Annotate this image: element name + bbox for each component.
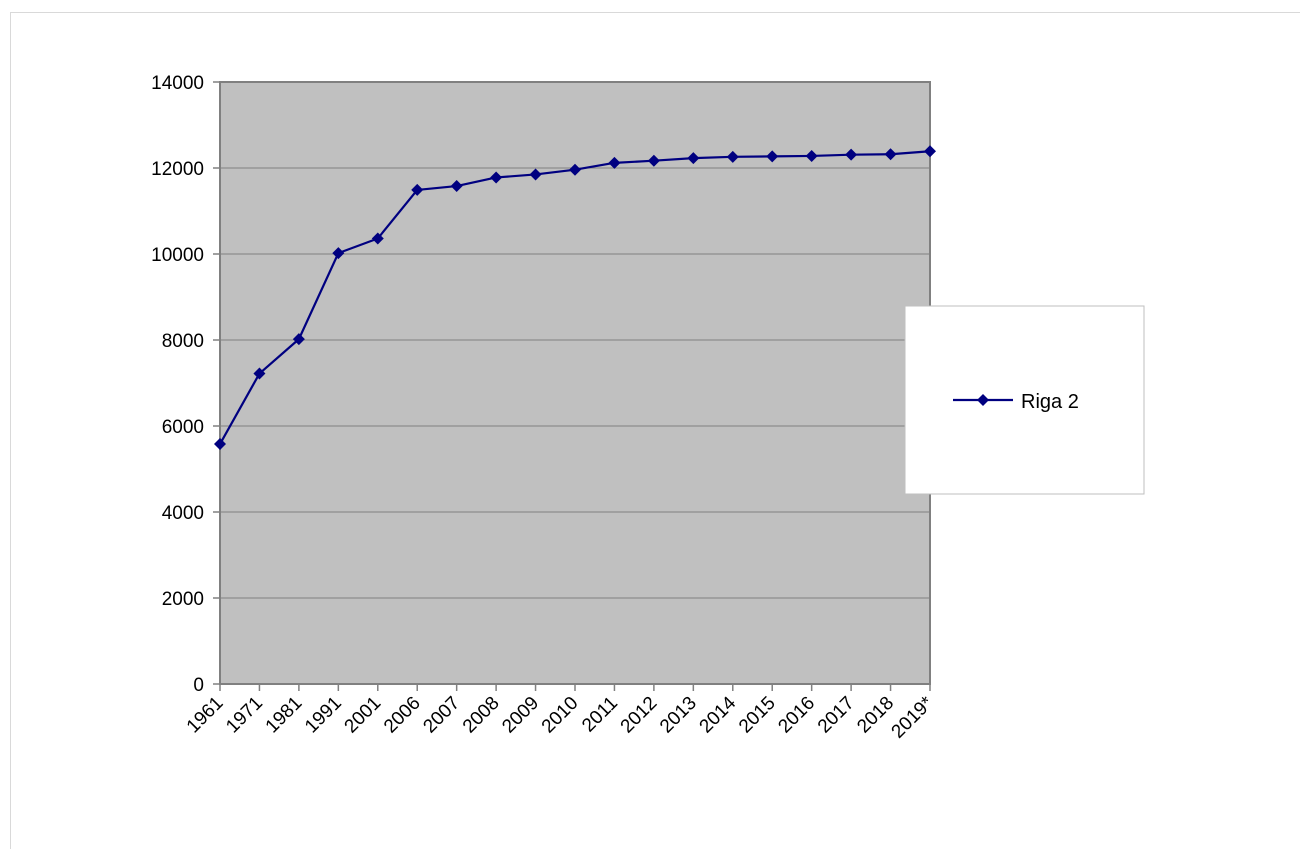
data-point-marker	[924, 145, 936, 158]
plot-area	[219, 81, 931, 685]
x-tick-label: 2011	[578, 693, 622, 737]
series-group	[214, 145, 936, 451]
data-point-marker	[766, 150, 779, 163]
legend: Riga 2	[904, 305, 1145, 495]
y-tick-label: 10000	[151, 245, 204, 266]
data-point-marker	[845, 148, 858, 161]
x-tick-label: 2019*	[888, 692, 938, 742]
y-tick-label: 6000	[162, 417, 204, 438]
y-tick-label: 2000	[162, 589, 204, 610]
data-point-marker	[253, 367, 266, 380]
data-point-marker	[647, 154, 660, 167]
data-point-marker	[214, 438, 226, 451]
y-tick-label: 0	[193, 675, 204, 696]
y-axis-ticks: 0 2000 4000 6000 8000 10000 12000 14000	[151, 73, 220, 696]
x-tick-label: 2010	[538, 693, 583, 738]
legend-box	[904, 305, 1145, 495]
data-point-marker	[529, 168, 542, 181]
x-tick-label: 2017	[814, 693, 859, 738]
data-point-marker	[884, 148, 897, 161]
chart-frame	[10, 12, 1300, 849]
x-tick-label: 1961	[183, 693, 228, 738]
y-tick-label: 8000	[162, 331, 204, 352]
data-point-marker	[687, 152, 700, 165]
x-tick-label: 2016	[774, 693, 819, 738]
data-point-marker	[292, 333, 305, 346]
x-tick-label: 2013	[656, 693, 701, 738]
x-tick-label: 2009	[498, 693, 543, 738]
x-tick-label: 1991	[301, 693, 346, 738]
x-tick-label: 1981	[262, 693, 307, 738]
x-tick-label: 2008	[459, 693, 504, 738]
data-point-marker	[411, 183, 424, 196]
data-point-marker	[371, 232, 384, 245]
data-point-marker	[450, 180, 463, 193]
y-tick-label: 4000	[162, 503, 204, 524]
data-point-marker	[805, 149, 818, 162]
x-tick-label: 1971	[222, 693, 267, 738]
x-tick-label: 2014	[696, 692, 741, 737]
x-tick-label: 2012	[617, 693, 662, 738]
data-point-marker	[490, 171, 503, 184]
data-point-marker	[569, 163, 581, 176]
y-tick-label: 12000	[151, 159, 204, 180]
y-tick-label: 14000	[151, 73, 204, 94]
x-tick-label: 2007	[419, 693, 464, 738]
x-tick-label: 2015	[735, 693, 780, 738]
legend-marker-icon	[977, 394, 989, 406]
data-point-marker	[608, 156, 621, 169]
data-point-marker	[726, 150, 739, 163]
x-axis-ticks: 1961197119811991200120062007200820092010…	[183, 684, 938, 743]
x-tick-label: 2006	[380, 693, 425, 738]
x-tick-label: 2001	[341, 693, 386, 738]
legend-label: Riga 2	[1021, 391, 1079, 413]
data-point-marker	[332, 247, 345, 260]
